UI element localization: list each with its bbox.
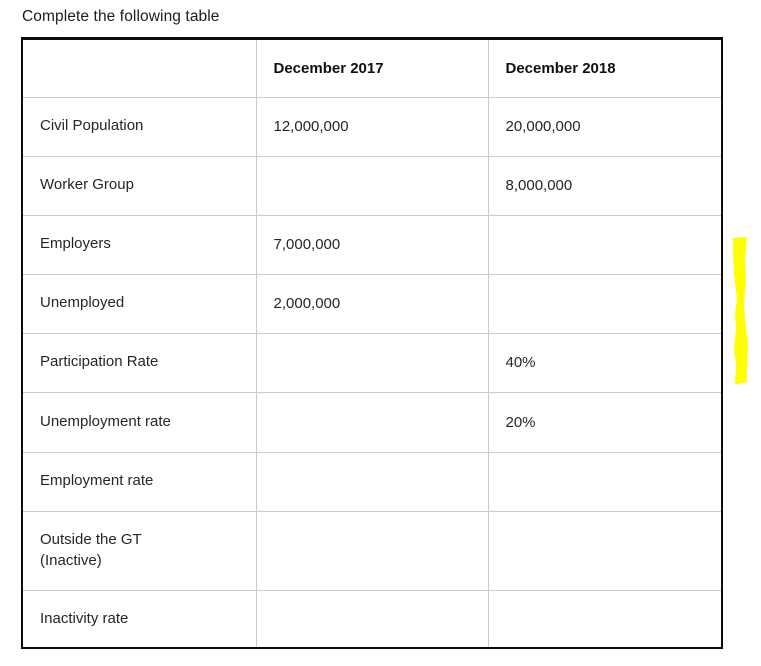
cell-dec2017 [255,332,488,392]
cell-dec2018: 20% [487,391,721,452]
column-header-december-2017: December 2017 [255,40,488,97]
column-header-december-2018: December 2018 [487,40,721,97]
cell-dec2017: 7,000,000 [255,214,488,274]
table-row-inactivity-rate: Inactivity rate [23,589,721,647]
header-row: December 2017 December 2018 [23,40,721,97]
row-label: Worker Group [23,155,256,215]
data-table-container: December 2017 December 2018 Civil Popula… [21,37,723,649]
cell-dec2017 [255,589,488,647]
cell-dec2017 [255,155,488,215]
row-label: Participation Rate [23,332,256,392]
cell-dec2018 [487,451,721,511]
cell-dec2018 [487,273,721,333]
row-label: Employment rate [23,451,256,511]
row-label: Unemployment rate [23,391,256,452]
table-row-employment-rate: Employment rate [23,451,721,511]
table-row-outside-the-gt-inactive: Outside the GT (Inactive) [23,510,721,590]
cell-dec2018: 8,000,000 [487,155,721,215]
table-row-unemployment-rate: Unemployment rate 20% [23,391,721,452]
table-row-worker-group: Worker Group 8,000,000 [23,155,721,215]
row-label: Unemployed [23,273,256,333]
row-label: Civil Population [23,96,256,156]
cell-dec2017 [255,451,488,511]
cell-dec2017: 2,000,000 [255,273,488,333]
cell-dec2017 [255,510,488,590]
data-table: December 2017 December 2018 Civil Popula… [23,40,721,647]
row-label: Employers [23,214,256,274]
table-row-employers: Employers 7,000,000 [23,214,721,274]
row-label: Outside the GT (Inactive) [23,510,256,590]
page-title: Complete the following table [22,8,220,25]
table-row-participation-rate: Participation Rate 40% [23,332,721,392]
cell-dec2018 [487,510,721,590]
cell-dec2018 [487,589,721,647]
cell-dec2018: 40% [487,332,721,392]
cell-dec2017 [255,391,488,452]
cell-dec2017: 12,000,000 [255,96,488,156]
table-row-unemployed: Unemployed 2,000,000 [23,273,721,333]
cell-dec2018 [487,214,721,274]
row-label: Inactivity rate [23,589,256,647]
table-row-civil-population: Civil Population 12,000,000 20,000,000 [23,96,721,156]
column-header-blank [23,40,256,97]
cell-dec2018: 20,000,000 [487,96,721,156]
yellow-highlighter-mark [733,237,748,385]
